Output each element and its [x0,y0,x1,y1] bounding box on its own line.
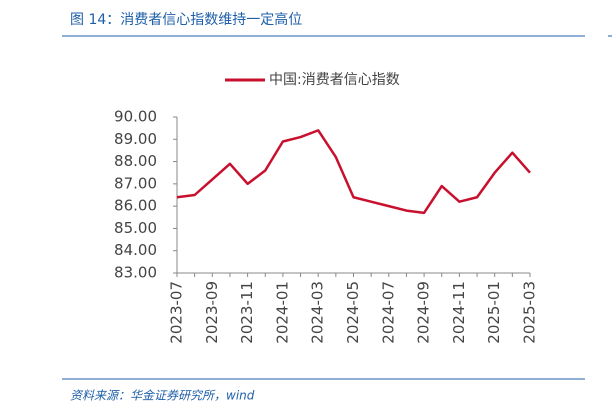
x-tick-label: 2023-09 [203,281,221,344]
y-tick-label: 89.00 [114,130,157,148]
y-tick-label: 90.00 [114,108,157,126]
source-note: 资料来源：华金证券研究所，wind [70,389,255,403]
chart: 83.00 84.00 85.00 86.00 87.00 88.00 89.00 90.00… [114,72,538,344]
x-tick-label: 2023-11 [238,281,256,344]
y-tick-label: 84.00 [114,241,157,259]
x-tick-label: 2024-09 [415,281,433,344]
x-tick-label: 2024-07 [379,281,397,344]
x-tick-label: 2024-01 [273,281,291,344]
figure-title: 图 14：消费者信心指数维持一定高位 [70,11,302,28]
x-tick-label: 2025-01 [485,281,503,344]
x-tick-label: 2025-03 [521,281,539,344]
y-tick-label: 85.00 [114,219,157,237]
x-tick-label: 2024-03 [309,281,327,344]
y-tick-label: 87.00 [114,174,157,192]
series-line [176,129,531,215]
y-tick-label: 83.00 [114,264,157,282]
x-tick-label: 2023-07 [168,281,186,344]
legend-label: 中国:消费者信心指数 [269,72,400,88]
x-tick-label: 2024-05 [344,281,362,344]
x-tick-label: 2024-11 [450,281,468,344]
y-tick-label: 86.00 [114,197,157,215]
y-tick-label: 88.00 [114,152,157,170]
